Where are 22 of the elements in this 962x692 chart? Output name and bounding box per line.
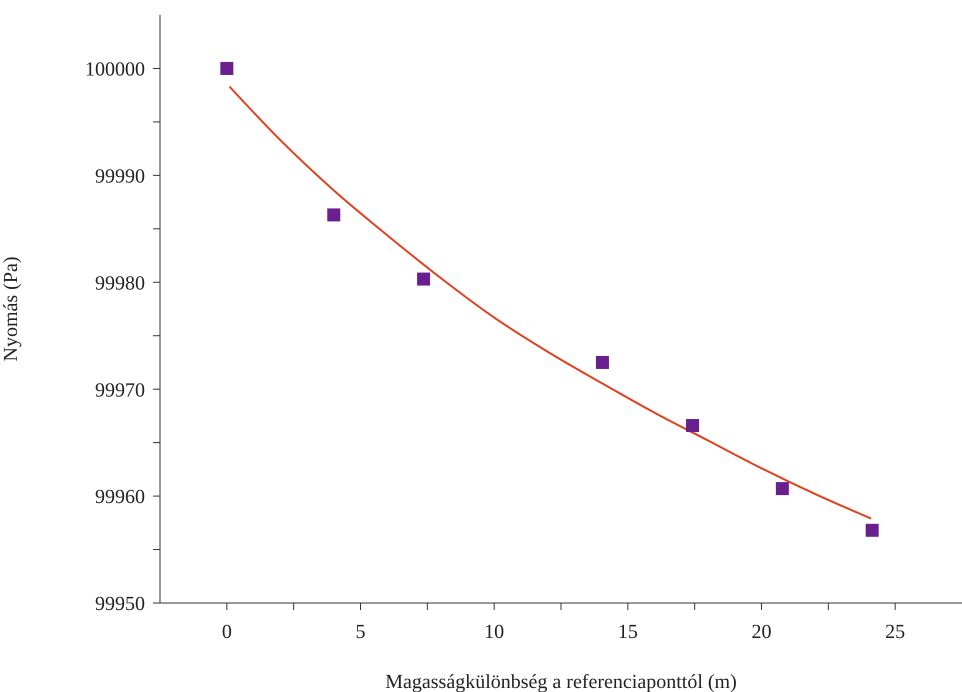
point xyxy=(686,419,700,432)
y-tick-label: 99960 xyxy=(95,486,145,508)
point xyxy=(417,272,430,286)
line-series xyxy=(228,86,872,520)
y-tick-label: 99980 xyxy=(95,272,145,294)
y-tick-label: 100000 xyxy=(85,58,145,81)
x-tick-label: 15 xyxy=(618,621,638,644)
x-axis-title: Magasságkülönbség a referenciaponttól (m) xyxy=(385,671,737,692)
point xyxy=(327,208,340,222)
point xyxy=(866,524,879,537)
y-tick-label: 99970 xyxy=(95,379,145,402)
point xyxy=(776,482,789,496)
x-tick-label: 20 xyxy=(752,621,772,644)
y-axis-title: Nyomás (Pa) xyxy=(0,256,22,362)
point xyxy=(220,62,234,75)
x-tick-label: 25 xyxy=(885,621,906,644)
x-tick-label: 10 xyxy=(484,621,504,644)
x-tick-label: 5 xyxy=(356,621,366,644)
y-tick-label: 99990 xyxy=(95,165,145,188)
x-tick-label: 0 xyxy=(222,621,232,644)
y-tick-label: 99950 xyxy=(95,593,145,616)
point xyxy=(596,356,609,369)
